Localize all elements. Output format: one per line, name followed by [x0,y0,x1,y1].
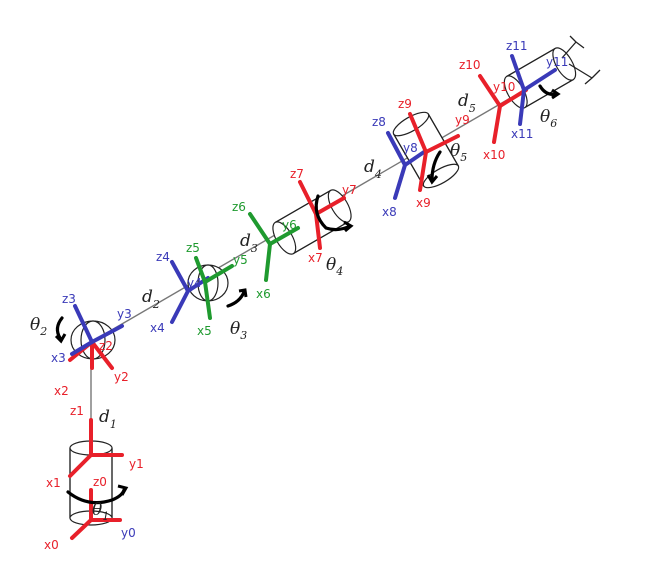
joint-theta6: θ6 [540,107,557,130]
label-y2: y2 [114,370,129,384]
label-z7: z7 [290,167,304,181]
link-d2: d2 [142,287,160,311]
label-z2: z2 [99,339,113,353]
link-d1: d1 [99,407,117,431]
label-x0: x0 [44,538,59,552]
frame0-axes [70,488,122,540]
label-z0: z0 [93,475,107,489]
joint-theta5: θ5 [450,141,467,164]
frame6-axes [248,212,300,282]
label-x4: x4 [150,321,165,335]
theta5-arrow [430,150,442,182]
theta6-arrow [538,84,558,96]
frame11-axes [510,54,557,126]
link-d5: d5 [458,91,476,115]
theta4-arrow [314,194,352,232]
label-z11: z11 [506,39,528,53]
frame1-axes [68,418,124,478]
label-x9: x9 [416,196,431,210]
frame8-axes [386,131,426,200]
label-y10: y10 [493,80,515,94]
label-y0: y0 [121,526,136,540]
joint-theta1: θ1 [92,500,109,523]
theta3-arrow [226,290,246,308]
label-y1: y1 [129,457,144,471]
rotation-arrows [54,84,561,505]
link-labels: d1 d2 d3 d4 d5 [99,91,476,431]
label-y11: y11 [546,55,568,69]
label-x2: x2 [54,384,69,398]
label-z4: z4 [156,250,170,264]
label-z1: z1 [70,404,84,418]
link-d3: d3 [240,231,258,255]
label-x11: x11 [511,127,533,141]
label-x6: x6 [256,287,271,301]
label-y5: y5 [233,253,248,267]
frame5-axes [194,256,234,320]
joint-labels: θ1 θ2 θ3 θ4 θ5 θ6 [30,107,557,523]
theta2-arrow [55,316,64,340]
label-y6: y6 [282,218,297,232]
joint-theta3: θ3 [230,319,247,342]
label-x10: x10 [483,148,505,162]
frame3-axes [70,304,124,356]
label-y7: y7 [342,183,357,197]
frame10-axes [478,74,528,144]
label-x5: x5 [197,324,212,338]
frame9-axes [408,112,460,192]
label-z8: z8 [372,115,386,129]
label-z5: z5 [186,241,200,255]
link-d4: d4 [364,157,382,181]
joint-theta2: θ2 [30,315,47,338]
label-y8: y8 [403,141,418,155]
label-z6: z6 [232,200,246,214]
joint-theta4: θ4 [326,255,343,278]
label-x1: x1 [46,476,61,490]
frame7-axes [298,180,346,250]
label-y3: y3 [117,307,132,321]
label-y9: y9 [455,113,470,127]
label-z3: z3 [62,292,76,306]
label-x8: x8 [382,205,397,219]
end-effector-gripper [561,35,601,85]
label-x3: x3 [51,351,66,365]
frame-labels: x0 y0 z0 x1 y1 z1 x2 y2 z2 x3 y3 z3 x4 y… [44,39,568,552]
label-y4: y4 [187,276,202,290]
label-x7: x7 [308,251,323,265]
label-z10: z10 [459,58,481,72]
label-z9: z9 [398,97,412,111]
